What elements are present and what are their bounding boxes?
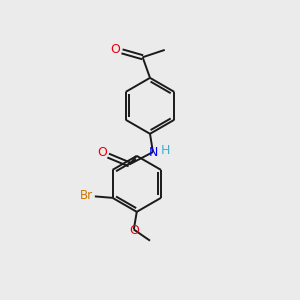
Text: O: O (98, 146, 107, 159)
Text: N: N (148, 146, 158, 159)
Text: O: O (111, 43, 121, 56)
Text: H: H (160, 144, 170, 157)
Text: O: O (130, 224, 139, 238)
Text: Br: Br (80, 189, 93, 202)
